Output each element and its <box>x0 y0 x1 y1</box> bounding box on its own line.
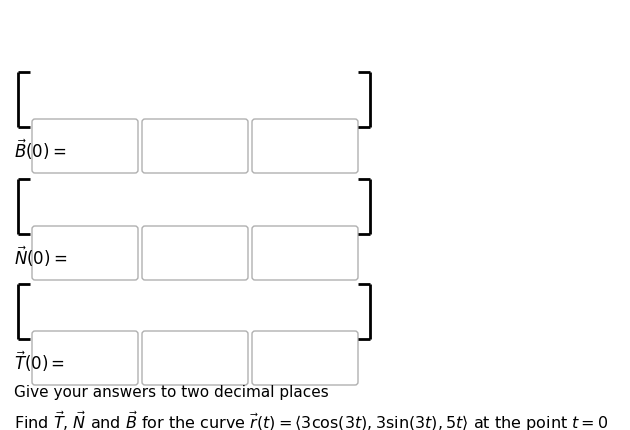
FancyBboxPatch shape <box>32 227 138 280</box>
FancyBboxPatch shape <box>252 227 358 280</box>
FancyBboxPatch shape <box>252 331 358 385</box>
Text: Give your answers to two decimal places: Give your answers to two decimal places <box>14 384 329 399</box>
FancyBboxPatch shape <box>32 120 138 174</box>
Text: Find $\vec{T}$, $\vec{N}$ and $\vec{B}$ for the curve $\vec{r}(t) = \langle 3\co: Find $\vec{T}$, $\vec{N}$ and $\vec{B}$ … <box>14 409 609 430</box>
FancyBboxPatch shape <box>252 120 358 174</box>
FancyBboxPatch shape <box>32 331 138 385</box>
FancyBboxPatch shape <box>142 331 248 385</box>
Text: $\vec{B}(0) =$: $\vec{B}(0) =$ <box>14 138 66 162</box>
FancyBboxPatch shape <box>142 227 248 280</box>
Text: $\vec{T}(0) =$: $\vec{T}(0) =$ <box>14 349 65 374</box>
FancyBboxPatch shape <box>142 120 248 174</box>
Text: $\vec{N}(0) =$: $\vec{N}(0) =$ <box>14 244 67 269</box>
